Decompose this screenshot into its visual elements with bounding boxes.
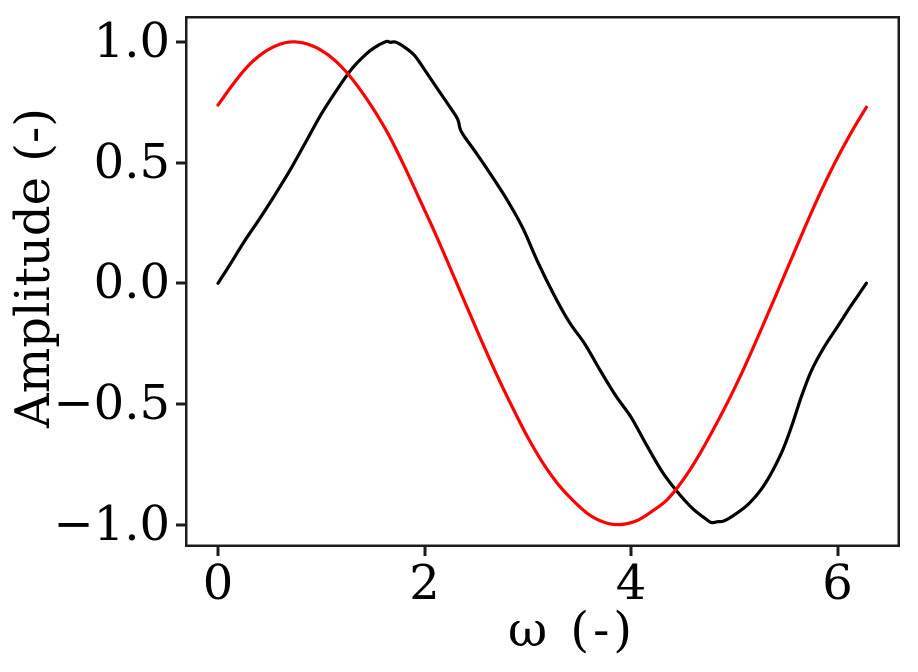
x-tick-mark — [423, 547, 426, 556]
x-tick-mark — [629, 547, 633, 556]
x-tick-label: 6 — [822, 555, 853, 611]
x-axis-label: ω (-) — [507, 602, 637, 658]
x-tick-mark — [216, 547, 220, 556]
y-tick-label: −1.0 — [53, 495, 170, 552]
y-tick-mark — [176, 523, 185, 527]
axes-frame — [185, 16, 900, 547]
y-tick-mark — [176, 402, 185, 406]
x-tick-label: 2 — [409, 555, 440, 611]
black-curve — [216, 39, 868, 525]
x-tick-label: 4 — [615, 555, 647, 611]
x-tick-label: 0 — [202, 555, 234, 611]
y-tick-label: 0.0 — [93, 254, 170, 311]
x-tick-mark — [836, 547, 839, 556]
y-tick-mark — [176, 40, 185, 44]
plot-canvas — [185, 16, 900, 547]
y-tick-label: −0.5 — [53, 374, 170, 431]
red-curve — [216, 40, 868, 527]
y-tick-mark — [176, 281, 185, 285]
y-tick-label: 0.5 — [93, 133, 170, 190]
y-tick-mark — [176, 161, 185, 164]
plot-area — [185, 16, 900, 547]
y-tick-label: 1.0 — [93, 12, 170, 69]
